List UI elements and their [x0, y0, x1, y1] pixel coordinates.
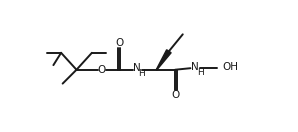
Polygon shape: [156, 50, 171, 70]
Text: H: H: [138, 69, 145, 78]
Text: OH: OH: [222, 62, 238, 72]
Text: N: N: [191, 62, 199, 72]
Text: N: N: [133, 63, 140, 73]
Text: O: O: [98, 65, 106, 75]
Text: H: H: [197, 68, 204, 77]
Text: O: O: [116, 38, 124, 48]
Text: O: O: [171, 90, 179, 100]
